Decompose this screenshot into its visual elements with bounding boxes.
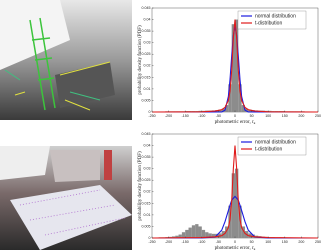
y-tick-label: 0.025: [142, 52, 151, 56]
x-axis-label-text: photometric error, r: [215, 246, 254, 251]
hist-bar: [198, 226, 202, 238]
hist-bar: [221, 108, 226, 112]
x-tick-label: 0: [234, 240, 236, 244]
x-tick-label: 200: [298, 114, 304, 118]
x-tick-label: -200: [165, 114, 172, 118]
y-tick-label: 0.02: [144, 64, 151, 68]
hist-bar: [208, 233, 212, 238]
y-tick-label: 0.01: [144, 213, 151, 217]
hist-bar: [231, 24, 235, 112]
x-tick-label: -50: [216, 114, 221, 118]
y-tick-label: 0.035: [142, 29, 151, 33]
y-tick-label: 0.04: [144, 18, 151, 22]
x-tick-label: 100: [265, 114, 271, 118]
y-tick-label: 0.035: [142, 155, 151, 159]
y-tick-label: 0.02: [144, 190, 151, 194]
legend-label: t-distribution: [255, 146, 282, 152]
series-line: [152, 195, 318, 239]
y-tick-label: 0.005: [142, 224, 151, 228]
hist-bar: [185, 229, 189, 238]
y-tick-label: 0.005: [142, 98, 151, 102]
hist-bar: [248, 109, 252, 112]
x-axis-label: photometric error, rk: [215, 246, 256, 251]
chart: 0 0.005 0.01 0.015 0.02 0.025 0.03 0.035 0.04 0.0…: [138, 6, 321, 125]
hist-bar: [244, 108, 249, 112]
x-axis-label: photometric error, rk: [215, 120, 256, 125]
chart: 0 0.005 0.01 0.015 0.02 0.025 0.03 0.035 0.04 0.0…: [138, 132, 321, 251]
photo-bottom: [0, 146, 132, 250]
x-tick-label: 50: [250, 114, 254, 118]
y-axis-label: probability density function (PDF): [138, 25, 143, 95]
hist-bar: [235, 19, 239, 112]
hist-bar: [218, 109, 222, 112]
x-tick-label: -50: [216, 240, 221, 244]
series-line: [151, 19, 319, 113]
hist-bar: [191, 225, 196, 238]
series-line: [152, 26, 318, 113]
y-tick-label: 0.025: [142, 178, 151, 182]
legend-label: t-distribution: [255, 20, 282, 26]
hist-bar: [231, 173, 235, 238]
hist-bar: [188, 227, 192, 238]
hist-bar: [171, 236, 176, 238]
hist-bar: [241, 226, 245, 238]
y-tick-label: 0.045: [142, 6, 151, 10]
legend-box: [237, 10, 307, 30]
y-tick-label: 0: [149, 236, 151, 240]
y-tick-label: 0.015: [142, 201, 151, 205]
x-tick-label: 250: [315, 240, 321, 244]
hist-bar: [205, 232, 209, 238]
hist-bar: [225, 105, 229, 112]
hist-bar: [181, 232, 186, 238]
x-tick-label: -100: [198, 114, 205, 118]
x-tick-label: -150: [182, 114, 189, 118]
hist-bar: [228, 84, 232, 112]
x-tick-label: -150: [182, 240, 189, 244]
hist-bar: [175, 235, 179, 238]
x-tick-label: 100: [265, 240, 271, 244]
hist-bar: [211, 233, 216, 238]
y-tick-label: 0.01: [144, 87, 151, 91]
x-axis-label-text: photometric error, r: [215, 120, 254, 125]
photo-top: [0, 0, 132, 120]
y-tick-label: 0.03: [144, 41, 151, 45]
hist-bar: [235, 168, 239, 238]
x-axis-label-subscript: k: [254, 121, 256, 125]
hist-bar: [241, 105, 245, 112]
series-line: [151, 145, 319, 239]
x-tick-label: 0: [234, 114, 236, 118]
y-axis-label: probability density function (PDF): [138, 151, 143, 221]
legend-label: normal distribution: [255, 139, 296, 145]
hist-bar: [238, 84, 242, 112]
y-tick-label: 0: [149, 110, 151, 114]
x-tick-label: -250: [148, 114, 155, 118]
x-tick-label: -100: [198, 240, 205, 244]
hist-bar: [178, 234, 182, 238]
x-tick-label: -200: [165, 240, 172, 244]
x-axis-label-subscript: k: [254, 247, 256, 251]
y-tick-label: 0.03: [144, 167, 151, 171]
y-tick-label: 0.04: [144, 144, 151, 148]
y-tick-label: 0.045: [142, 132, 151, 136]
x-tick-label: -250: [148, 240, 155, 244]
legend-label: normal distribution: [255, 13, 296, 19]
hist-bar: [201, 229, 206, 238]
hist-bar: [225, 226, 229, 238]
hist-bar: [195, 224, 199, 238]
y-tick-label: 0.015: [142, 75, 151, 79]
x-tick-label: 200: [298, 240, 304, 244]
x-tick-label: 250: [315, 114, 321, 118]
x-tick-label: 150: [282, 240, 288, 244]
x-tick-label: 150: [282, 114, 288, 118]
legend-box: [237, 136, 307, 156]
x-tick-label: 50: [250, 240, 254, 244]
